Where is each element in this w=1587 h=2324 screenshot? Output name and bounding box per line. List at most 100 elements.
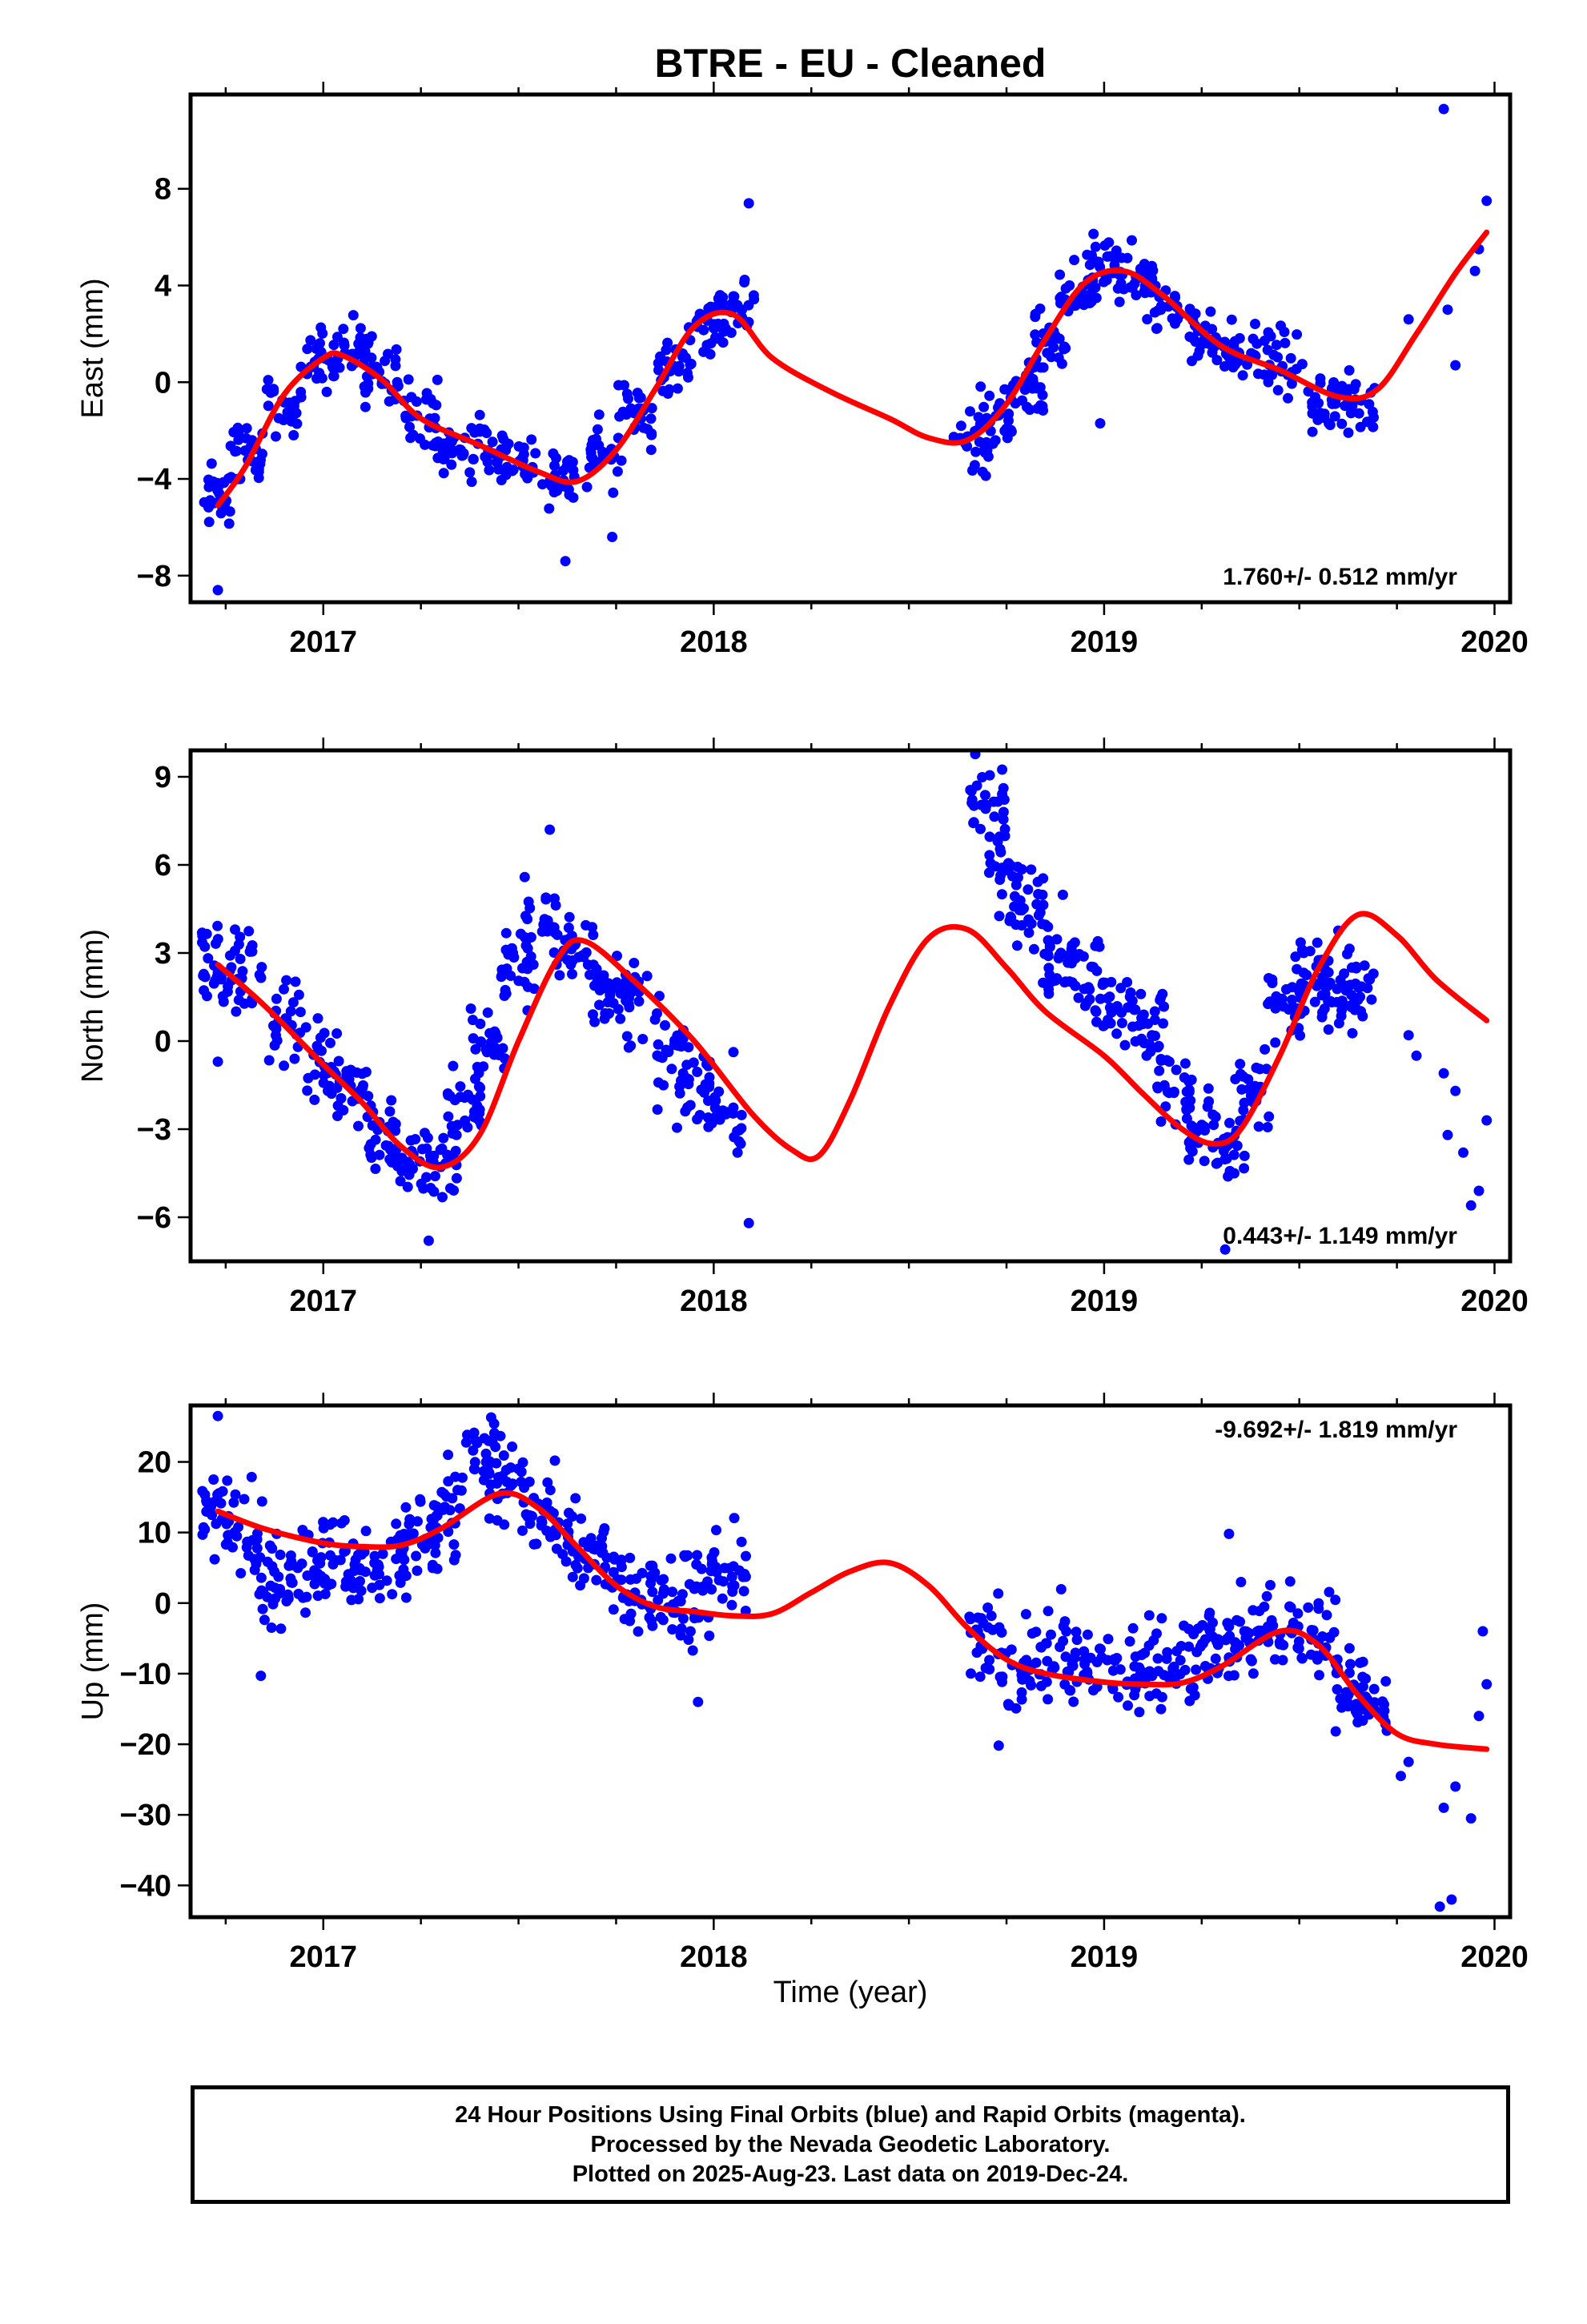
data-point — [344, 1074, 355, 1085]
data-point — [616, 1554, 627, 1566]
y-tick-label: −10 — [120, 1658, 171, 1691]
data-point — [1010, 879, 1022, 891]
data-point — [1271, 340, 1282, 351]
data-point — [1152, 305, 1163, 316]
data-point — [286, 416, 297, 427]
data-point — [1235, 1616, 1245, 1627]
data-point — [575, 1580, 586, 1591]
data-point — [319, 1070, 330, 1080]
data-point — [554, 970, 565, 981]
data-point — [1278, 1001, 1289, 1012]
data-point — [645, 444, 657, 456]
data-point — [738, 1586, 749, 1597]
data-point — [1042, 1655, 1053, 1667]
data-point — [1276, 320, 1286, 332]
data-point — [1224, 1117, 1235, 1128]
data-point — [629, 958, 640, 968]
data-point — [709, 1103, 721, 1113]
data-point — [987, 438, 998, 449]
data-point — [1155, 1703, 1167, 1715]
y-tick-label: 6 — [155, 849, 171, 883]
data-point — [612, 466, 623, 477]
data-point — [1317, 1007, 1328, 1018]
data-point — [608, 487, 619, 498]
data-point — [1353, 408, 1364, 419]
data-point — [524, 903, 536, 914]
data-point — [322, 1578, 333, 1589]
data-point — [625, 1040, 637, 1051]
data-point — [971, 1647, 982, 1659]
data-point — [656, 1574, 667, 1586]
data-point — [1329, 411, 1340, 422]
data-point — [391, 1554, 402, 1565]
data-point — [1312, 937, 1323, 948]
data-point — [1038, 899, 1049, 911]
data-point — [972, 1612, 983, 1623]
data-point — [405, 432, 416, 444]
data-point — [1265, 1579, 1276, 1590]
data-point — [1023, 927, 1035, 939]
data-point — [1130, 1035, 1141, 1047]
x-tick-label: 2019 — [1071, 1940, 1139, 1974]
data-point — [721, 1107, 732, 1118]
data-point — [664, 384, 675, 395]
data-point — [975, 823, 986, 834]
data-point — [400, 1592, 412, 1603]
data-point — [309, 1069, 320, 1080]
data-point — [369, 1550, 380, 1562]
data-point — [692, 1550, 703, 1561]
data-point — [432, 1563, 443, 1574]
data-point — [1346, 1002, 1357, 1013]
outlier-point — [743, 1217, 754, 1228]
data-point — [711, 1525, 721, 1536]
data-point — [1195, 336, 1207, 348]
data-point — [581, 919, 592, 931]
data-point — [454, 1503, 465, 1514]
data-point — [468, 1033, 479, 1044]
data-point — [468, 453, 479, 464]
data-point — [1251, 1062, 1262, 1073]
data-point — [1351, 1699, 1362, 1710]
data-point — [1151, 1688, 1162, 1699]
data-point — [253, 472, 264, 484]
data-point — [1357, 1715, 1368, 1726]
data-point — [1183, 1154, 1195, 1165]
data-point — [1199, 1156, 1210, 1167]
data-point — [673, 360, 685, 372]
data-point — [1104, 991, 1115, 1003]
data-point — [1185, 1095, 1196, 1106]
data-point — [462, 1122, 473, 1133]
data-point — [1203, 1610, 1215, 1622]
outlier-point — [693, 1696, 704, 1707]
data-point — [1090, 282, 1101, 293]
data-point — [709, 1547, 720, 1558]
data-point — [1235, 1577, 1247, 1587]
data-point — [1347, 400, 1358, 412]
data-point — [544, 1485, 556, 1496]
data-point — [1210, 1653, 1221, 1664]
data-point — [474, 409, 485, 420]
x-tick-label: 2020 — [1460, 1940, 1529, 1974]
data-point — [1380, 1676, 1392, 1687]
data-point — [355, 323, 366, 334]
y-tick-label: 3 — [155, 937, 171, 971]
data-point — [978, 401, 990, 412]
data-point — [348, 310, 359, 321]
fit-curve — [215, 911, 1490, 1171]
data-point — [255, 1572, 267, 1583]
data-point — [1002, 859, 1013, 870]
data-point — [293, 989, 304, 1000]
data-point — [621, 1031, 633, 1042]
data-point — [333, 1055, 344, 1067]
data-point — [239, 445, 251, 456]
data-point — [1332, 1684, 1343, 1695]
data-point — [646, 1615, 657, 1626]
data-point — [550, 485, 560, 496]
data-point — [528, 959, 539, 970]
data-point — [1203, 1096, 1215, 1107]
data-point — [608, 1604, 619, 1615]
data-point — [1290, 951, 1301, 963]
data-point — [657, 1614, 669, 1626]
data-point — [1211, 355, 1223, 366]
data-point — [984, 1655, 995, 1666]
